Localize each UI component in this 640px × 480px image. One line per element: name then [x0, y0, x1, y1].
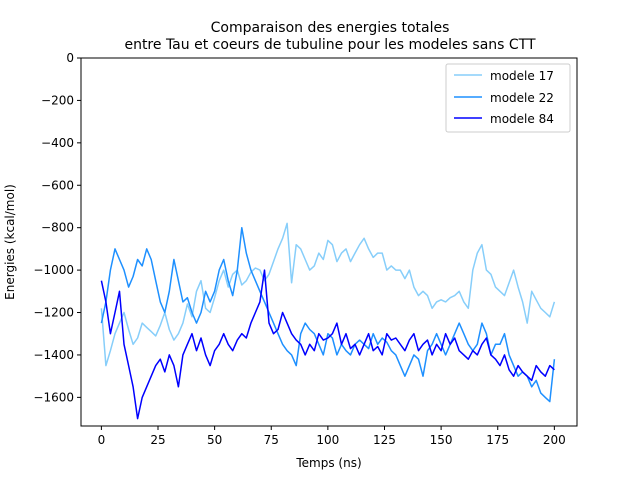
- y-tick-label: −1200: [33, 306, 74, 320]
- series-lines: [100, 222, 556, 420]
- legend: modele 17 modele 22 modele 84: [445, 63, 571, 133]
- x-tick-label: 50: [207, 433, 222, 447]
- y-tick-label: −1400: [33, 348, 74, 362]
- x-axis-ticks: 0 25 50 75 100 125 150 175 200: [98, 426, 566, 447]
- x-tick-label: 75: [264, 433, 279, 447]
- y-tick-label: −1000: [33, 263, 74, 277]
- y-tick-label: −600: [41, 178, 74, 192]
- x-axis-label: Temps (ns): [295, 456, 361, 470]
- legend-box: [445, 63, 571, 133]
- x-tick-label: 200: [543, 433, 566, 447]
- y-tick-label: −400: [41, 136, 74, 150]
- x-tick-label: 125: [373, 433, 396, 447]
- series-line-modele-17: [100, 222, 556, 367]
- legend-label-modele-84: modele 84: [490, 112, 554, 126]
- chart-title-line-1: Comparaison des energies totales: [211, 20, 450, 36]
- series-line-modele-84: [100, 269, 555, 420]
- y-axis-ticks: 0 −200 −400 −600 −800 −1000 −1200 −1400 −1600: [33, 51, 81, 404]
- series-line-modele-22: [100, 226, 556, 403]
- plot-area: [80, 57, 578, 427]
- y-axis-label: Energies (kcal/mol): [3, 184, 17, 300]
- axes-frame: [80, 57, 578, 427]
- x-tick-label: 100: [316, 433, 339, 447]
- chart-title-line-2: entre Tau et coeurs de tubuline pour les…: [124, 37, 536, 53]
- x-tick-label: 0: [98, 433, 106, 447]
- legend-label-modele-22: modele 22: [490, 91, 554, 105]
- y-tick-label: 0: [66, 51, 74, 65]
- x-tick-label: 25: [150, 433, 165, 447]
- y-tick-label: −800: [41, 221, 74, 235]
- y-tick-label: −1600: [33, 390, 74, 404]
- x-tick-label: 150: [430, 433, 453, 447]
- y-tick-label: −200: [41, 93, 74, 107]
- x-tick-label: 175: [486, 433, 509, 447]
- legend-label-modele-17: modele 17: [490, 69, 554, 83]
